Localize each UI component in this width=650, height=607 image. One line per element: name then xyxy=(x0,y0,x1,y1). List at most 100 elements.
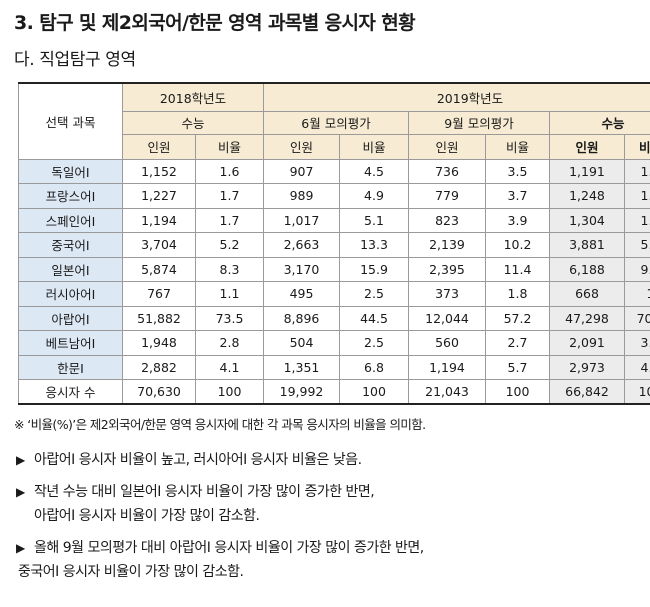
col-people-header: 인원 xyxy=(122,133,196,160)
ratio-cell: 1.1 xyxy=(195,281,264,307)
people-cell: 5,874 xyxy=(122,256,196,282)
ratio-cell: 1.9 xyxy=(624,183,650,209)
corner-header: 선택 과목 xyxy=(18,82,123,160)
ratio-cell: 9.3 xyxy=(624,256,650,282)
people-cell: 47,298 xyxy=(549,305,625,331)
ratio-cell: 3.5 xyxy=(485,158,550,184)
people-cell: 2,663 xyxy=(263,232,340,258)
subject-cell: 중국어Ⅰ xyxy=(18,232,123,258)
bullet-text: 아랍어Ⅰ 응시자 비율이 가장 많이 감소함. xyxy=(34,508,260,524)
year-2018-header: 2018학년도 xyxy=(122,82,264,112)
applicant-table: 선택 과목 2018학년도 2019학년도 수능 6월 모의평가 9월 모의평가… xyxy=(18,82,650,405)
people-cell: 1,304 xyxy=(549,207,625,233)
bullet-text: 작년 수능 대비 일본어Ⅰ 응시자 비율이 가장 많이 증가한 반면, xyxy=(34,484,375,500)
exam-june-header: 6월 모의평가 xyxy=(263,110,409,135)
ratio-cell: 100 xyxy=(485,379,550,405)
people-cell: 560 xyxy=(408,330,486,356)
people-cell: 2,395 xyxy=(408,256,486,282)
people-cell: 373 xyxy=(408,281,486,307)
page-title: 3. 탐구 및 제2외국어/한문 영역 과목별 응시자 현황 xyxy=(14,12,416,34)
subject-cell: 아랍어Ⅰ xyxy=(18,305,123,331)
exam-sept-header: 9월 모의평가 xyxy=(408,110,550,135)
exam-suneung-2019-header: 수능 xyxy=(549,110,650,135)
people-cell: 1,351 xyxy=(263,354,340,380)
ratio-cell: 44.5 xyxy=(339,305,409,331)
people-cell: 1,948 xyxy=(122,330,196,356)
bullet-2: ▶ 작년 수능 대비 일본어Ⅰ 응시자 비율이 가장 많이 증가한 반면, 아랍어… xyxy=(16,480,375,528)
exam-suneung-2018-header: 수능 xyxy=(122,110,264,135)
ratio-cell: 100 xyxy=(339,379,409,405)
col-people-header: 인원 xyxy=(408,133,486,160)
ratio-cell: 4.1 xyxy=(195,354,264,380)
people-cell: 2,882 xyxy=(122,354,196,380)
people-cell: 668 xyxy=(549,281,625,307)
bullet-1: ▶ 아랍어Ⅰ 응시자 비율이 높고, 러시아어Ⅰ 응시자 비율은 낮음. xyxy=(16,448,362,472)
col-ratio-header: 비율 xyxy=(624,133,650,160)
ratio-cell: 5.1 xyxy=(339,207,409,233)
subject-cell: 스페인어Ⅰ xyxy=(18,207,123,233)
col-people-header: 인원 xyxy=(549,133,625,160)
bullet-text: 아랍어Ⅰ 응시자 비율이 높고, 러시아어Ⅰ 응시자 비율은 낮음. xyxy=(34,452,362,468)
ratio-cell: 4.9 xyxy=(339,183,409,209)
ratio-cell: 5.7 xyxy=(485,354,550,380)
section-subtitle: 다. 직업탐구 영역 xyxy=(14,50,136,70)
people-cell: 823 xyxy=(408,207,486,233)
people-cell: 21,043 xyxy=(408,379,486,405)
ratio-cell: 3.9 xyxy=(485,207,550,233)
people-cell: 6,188 xyxy=(549,256,625,282)
ratio-cell: 2.5 xyxy=(339,330,409,356)
people-cell: 3,704 xyxy=(122,232,196,258)
subject-cell: 일본어Ⅰ xyxy=(18,256,123,282)
ratio-cell: 4.5 xyxy=(339,158,409,184)
people-cell: 1,194 xyxy=(122,207,196,233)
ratio-cell: 10.2 xyxy=(485,232,550,258)
people-cell: 2,139 xyxy=(408,232,486,258)
total-row: 응시자 수70,63010019,99210021,04310066,84210… xyxy=(18,379,650,405)
subject-cell: 베트남어Ⅰ xyxy=(18,330,123,356)
people-cell: 2,973 xyxy=(549,354,625,380)
people-cell: 736 xyxy=(408,158,486,184)
ratio-cell: 4.4 xyxy=(624,354,650,380)
ratio-cell: 1.8 xyxy=(485,281,550,307)
ratio-cell: 3.7 xyxy=(485,183,550,209)
ratio-cell: 100 xyxy=(195,379,264,405)
col-ratio-header: 비율 xyxy=(485,133,550,160)
people-cell: 1,191 xyxy=(549,158,625,184)
people-cell: 767 xyxy=(122,281,196,307)
bullet-text: 중국어Ⅰ 응시자 비율이 가장 많이 감소함. xyxy=(18,564,244,580)
ratio-cell: 1.8 xyxy=(624,158,650,184)
people-cell: 504 xyxy=(263,330,340,356)
people-cell: 70,630 xyxy=(122,379,196,405)
ratio-cell: 73.5 xyxy=(195,305,264,331)
people-cell: 1,248 xyxy=(549,183,625,209)
arrow-icon: ▶ xyxy=(16,541,25,555)
subject-cell: 독일어Ⅰ xyxy=(18,158,123,184)
ratio-cell: 8.3 xyxy=(195,256,264,282)
footnote: ※ ‘비율(%)’은 제2외국어/한문 영역 응시자에 대한 각 과목 응시자의… xyxy=(14,417,426,432)
ratio-cell: 100 xyxy=(624,379,650,405)
ratio-cell: 5.8 xyxy=(624,232,650,258)
people-cell: 3,881 xyxy=(549,232,625,258)
subject-cell: 러시아어Ⅰ xyxy=(18,281,123,307)
people-cell: 779 xyxy=(408,183,486,209)
ratio-cell: 57.2 xyxy=(485,305,550,331)
ratio-cell: 6.8 xyxy=(339,354,409,380)
ratio-cell: 1.7 xyxy=(195,207,264,233)
ratio-cell: 2.8 xyxy=(195,330,264,356)
people-cell: 1,227 xyxy=(122,183,196,209)
ratio-cell: 70.8 xyxy=(624,305,650,331)
ratio-cell: 3.1 xyxy=(624,330,650,356)
people-cell: 1,152 xyxy=(122,158,196,184)
ratio-cell: 1.7 xyxy=(195,183,264,209)
ratio-cell: 15.9 xyxy=(339,256,409,282)
ratio-cell: 11.4 xyxy=(485,256,550,282)
ratio-cell: 1.9 xyxy=(624,207,650,233)
people-cell: 495 xyxy=(263,281,340,307)
people-cell: 3,170 xyxy=(263,256,340,282)
